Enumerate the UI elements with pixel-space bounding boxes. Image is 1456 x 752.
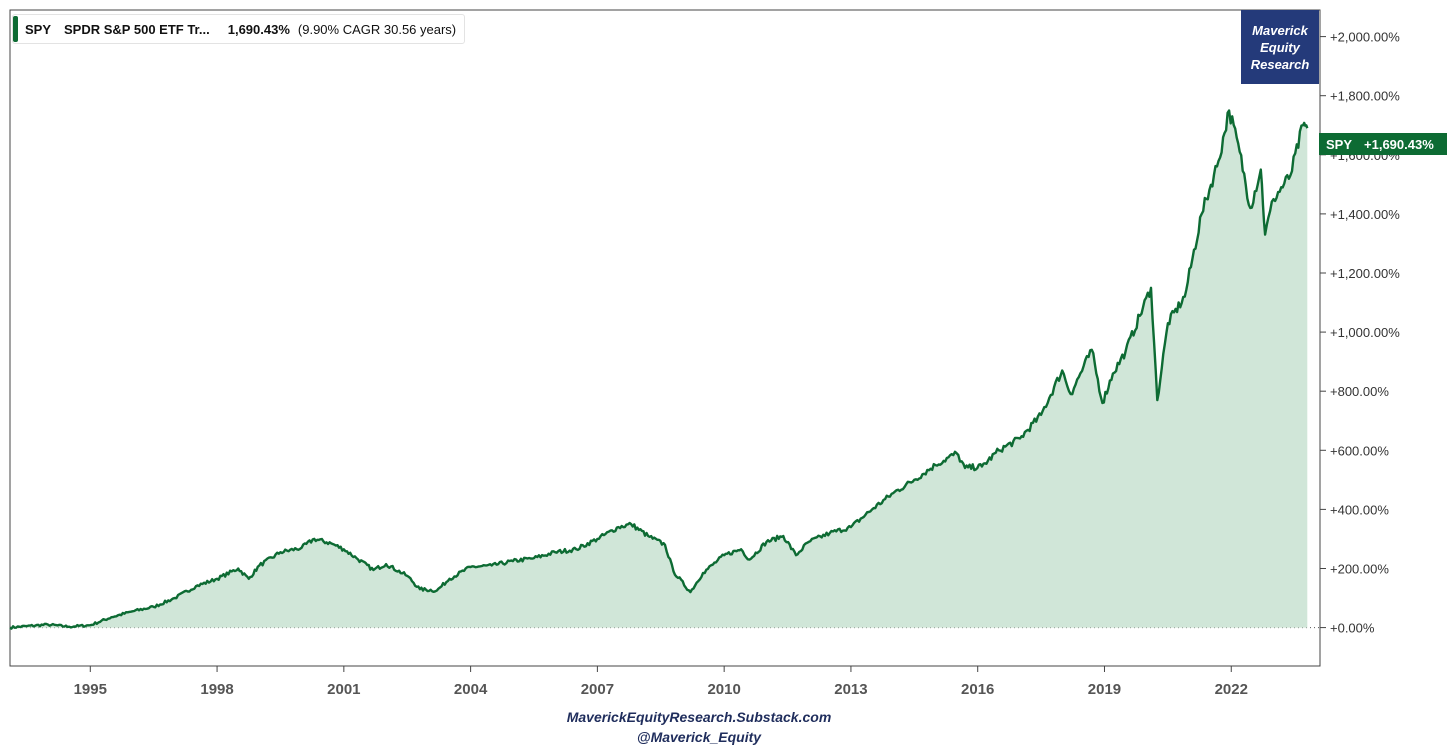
x-axis: 1995 1998 2001 2004 2007 2010 2013 2016 2019 2022	[74, 666, 1248, 698]
x-tick-label: 1998	[200, 681, 233, 698]
x-tick-label: 2019	[1088, 681, 1121, 698]
x-tick-label: 2010	[707, 681, 740, 698]
y-tick-label: +2,000.00%	[1330, 30, 1400, 45]
x-tick-label: 2022	[1215, 681, 1248, 698]
x-tick-label: 2013	[834, 681, 867, 698]
x-tick-label: 2004	[454, 681, 488, 698]
y-tick-label: +1,000.00%	[1330, 325, 1400, 340]
footer-website: MaverickEquityResearch.Substack.com	[566, 709, 832, 725]
y-tick-label: +1,400.00%	[1330, 207, 1400, 222]
current-value-symbol: SPY	[1326, 136, 1353, 152]
x-tick-label: 1995	[74, 681, 107, 698]
x-tick-label: 2007	[581, 681, 614, 698]
legend-value: 1,690.43%	[227, 21, 290, 37]
current-value-label: +1,690.43%	[1364, 136, 1434, 152]
series-line-spy	[9, 109, 1309, 630]
y-axis: +0.00% +200.00% +400.00% +600.00% +800.00% +1…	[1320, 30, 1400, 636]
current-value-tag: SPY +1,690.43%	[1319, 133, 1447, 155]
brand-line-2: Equity	[1260, 39, 1300, 55]
y-tick-label: +800.00%	[1330, 384, 1389, 399]
legend-symbol: SPY	[25, 21, 52, 37]
series-area-spy	[10, 110, 1308, 629]
legend-cagr: (9.90% CAGR 30.56 years)	[297, 21, 457, 37]
x-tick-label: 2016	[961, 681, 994, 698]
y-tick-label: +400.00%	[1330, 502, 1389, 517]
plot-frame	[9, 9, 1321, 667]
legend: SPY SPDR S&P 500 ETF Tr... 1,690.43% (9.…	[12, 14, 466, 44]
footer-handle: @Maverick_Equity	[636, 729, 762, 745]
brand-line-1: Maverick	[1252, 22, 1308, 38]
y-tick-label: +200.00%	[1330, 561, 1389, 576]
legend-name: SPDR S&P 500 ETF Tr...	[64, 21, 210, 37]
y-tick-label: +600.00%	[1330, 443, 1389, 458]
brand-line-3: Research	[1250, 56, 1310, 72]
brand-logo: Maverick Equity Research	[1241, 10, 1319, 84]
x-tick-label: 2001	[327, 681, 360, 698]
y-tick-label: +0.00%	[1330, 621, 1375, 636]
legend-swatch	[13, 16, 18, 42]
y-tick-label: +1,800.00%	[1330, 89, 1400, 104]
y-tick-label: +1,200.00%	[1330, 266, 1400, 281]
